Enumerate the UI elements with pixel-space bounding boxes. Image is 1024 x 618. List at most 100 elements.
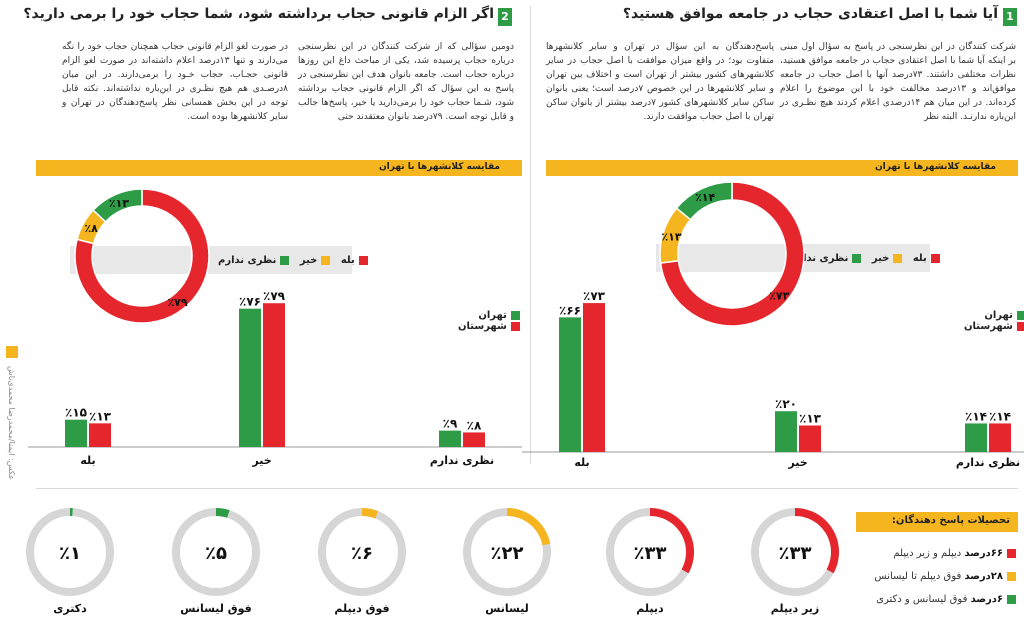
q1-bar-legend: تهران شهرستان (964, 310, 1024, 332)
q1-donut-legend: بله خیر نظری ندارم (790, 253, 940, 264)
q2-bars-bar-2-1 (463, 432, 485, 447)
education-title-band: تحصیلات پاسخ دهندگان: (856, 512, 1018, 532)
edu-group-value: ۶درصد (970, 594, 1003, 605)
legend-cities: شهرستان (458, 321, 520, 332)
q2-title: اگر الزام قانونی حجاب برداشته شود، شما ح… (23, 6, 494, 22)
q2-number-badge: 2 (498, 8, 512, 26)
edu-category-3: فوق دیپلم (334, 602, 389, 615)
q1-number-badge: 1 (1003, 8, 1017, 26)
edu-ring-value-1 (650, 508, 694, 574)
swatch-red (510, 321, 520, 331)
legend-tehran: تهران (964, 310, 1024, 321)
q2-paragraph-left: در صورت لغو الزام قانونی حجاب همچنان حجا… (62, 42, 288, 122)
legend-cities-label: شهرستان (964, 321, 1013, 332)
legend-no-opinion-label: نظری ندارم (790, 253, 849, 264)
q1-bars-bar-2-0 (965, 423, 987, 452)
edu-ring-value-5 (70, 508, 73, 517)
legend-cities-label: شهرستان (458, 321, 507, 332)
q2-bar-legend: تهران شهرستان (458, 310, 520, 332)
q2-donut-legend: بله خیر نظری ندارم (218, 255, 368, 266)
swatch-yellow (893, 253, 903, 263)
swatch-green (510, 310, 520, 320)
q2-donut-label-2: ٪۱۳ (109, 197, 129, 210)
q1-band-label: مقایسه کلانشهرها با تهران (874, 162, 996, 172)
swatch-red (1016, 321, 1024, 331)
q1-bars-value-0-1: ٪۷۳ (583, 289, 606, 303)
legend-no-label: خیر (871, 253, 890, 264)
legend-yes-label: بله (912, 253, 927, 264)
column-divider (530, 6, 531, 464)
photo-credit: عکس: ایمنا/محمدرضا محمدی‌ناش (7, 366, 16, 481)
q2-bars-category-2: نظری ندارم (430, 454, 494, 467)
edu-percent-3: ٪۶ (351, 543, 373, 564)
q1-bars-bar-0-1 (583, 303, 605, 452)
legend-tehran-label: تهران (478, 310, 507, 321)
q2-bars-value-0-0: ٪۱۵ (65, 406, 87, 420)
q1-bars-value-0-0: ٪۶۶ (559, 303, 581, 317)
swatch-yellow (321, 255, 331, 265)
swatch-green (1007, 594, 1016, 604)
q2-bars-bar-0-1 (89, 423, 111, 447)
q1-band: مقایسه کلانشهرها با تهران (546, 160, 1018, 176)
q1-donut-slice-0 (659, 181, 805, 327)
q2-bars-value-1-1: ٪۷۹ (263, 289, 286, 303)
edu-percent-5: ٪۱ (59, 543, 81, 564)
edu-group-value: ۲۸درصد (964, 571, 1003, 582)
q1-bars-bar-1-0 (775, 411, 797, 452)
q2-bars-bar-1-0 (239, 308, 261, 447)
q1-bars-bar-2-1 (989, 423, 1011, 452)
edu-percent-1: ٪۳۳ (634, 543, 667, 564)
q1-bars-bar-0-0 (559, 317, 581, 452)
q1-bars-value-2-1: ٪۱۴ (989, 409, 1011, 423)
q2-bars-bar-0-0 (65, 419, 87, 447)
q2-bars-bar-1-1 (263, 303, 285, 447)
swatch-red (1007, 548, 1016, 558)
swatch-green (852, 253, 862, 263)
legend-tehran: تهران (458, 310, 520, 321)
q2-bars-value-0-1: ٪۱۳ (89, 409, 112, 423)
edu-group-value: ۶۶درصد (964, 548, 1003, 559)
q1-bars-value-1-1: ٪۱۳ (799, 411, 822, 425)
q1-donut-label-0: ٪۷۳ (769, 290, 789, 303)
edu-group-text: دیپلم و زیر دیپلم (893, 548, 962, 559)
swatch-red (930, 253, 940, 263)
legend-yes: بله (341, 255, 368, 266)
edu-category-2: لیسانس (485, 602, 529, 615)
q2-band: مقایسه کلانشهرها با تهران (36, 160, 522, 176)
legend-no: خیر (872, 253, 903, 264)
edu-category-4: فوق لیسانس (180, 602, 251, 615)
edu-percent-2: ٪۲۲ (491, 543, 524, 564)
q2-bars-category-1: خیر (251, 454, 271, 467)
section-divider (36, 488, 1018, 489)
q2-donut-label-0: ٪۷۹ (167, 296, 187, 309)
swatch-red (358, 255, 368, 265)
q1-paragraph-left: پاسخ‌دهندگان به این سؤال در تهران و سایر… (546, 42, 775, 122)
legend-yes: بله (913, 253, 940, 264)
q2-bars-value-1-0: ٪۷۶ (239, 295, 261, 309)
q1-bars-value-1-0: ٪۲۰ (775, 397, 797, 411)
q2-donut-slice-2 (92, 188, 143, 223)
q1-bars-category-1: خیر (787, 456, 807, 469)
q2-band-label: مقایسه کلانشهرها با تهران (378, 162, 500, 172)
legend-no-opinion: نظری ندارم (790, 253, 862, 264)
education-legend-2: ۲۸درصد فوق دیپلم تا لیسانس (874, 571, 1016, 582)
legend-tehran-label: تهران (984, 310, 1013, 321)
q1-title: آیا شما با اصل اعتقادی حجاب در جامعه موا… (622, 6, 998, 22)
swatch-yellow (1007, 571, 1016, 581)
edu-percent-4: ٪۵ (205, 543, 227, 564)
legend-no-opinion-label: نظری ندارم (218, 255, 277, 266)
q2-bars-value-2-1: ٪۸ (467, 418, 482, 432)
swatch-green (280, 255, 290, 265)
legend-cities: شهرستان (964, 321, 1024, 332)
edu-group-text: فوق دیپلم تا لیسانس (874, 571, 962, 582)
q2-paragraph-right: دومین سؤالی که از شرکت کنندگان در این نظ… (298, 42, 514, 122)
education-legend-3: ۶درصد فوق لیسانس و دکتری (876, 594, 1016, 605)
edu-category-5: دکتری (53, 602, 87, 615)
q1-bars-value-2-0: ٪۱۴ (965, 409, 987, 423)
q2-donut-label-1: ٪۸ (84, 222, 98, 235)
edu-percent-0: ٪۳۳ (779, 543, 812, 564)
edu-group-text: فوق لیسانس و دکتری (876, 594, 968, 605)
legend-no-opinion: نظری ندارم (218, 255, 290, 266)
legend-no: خیر (300, 255, 331, 266)
